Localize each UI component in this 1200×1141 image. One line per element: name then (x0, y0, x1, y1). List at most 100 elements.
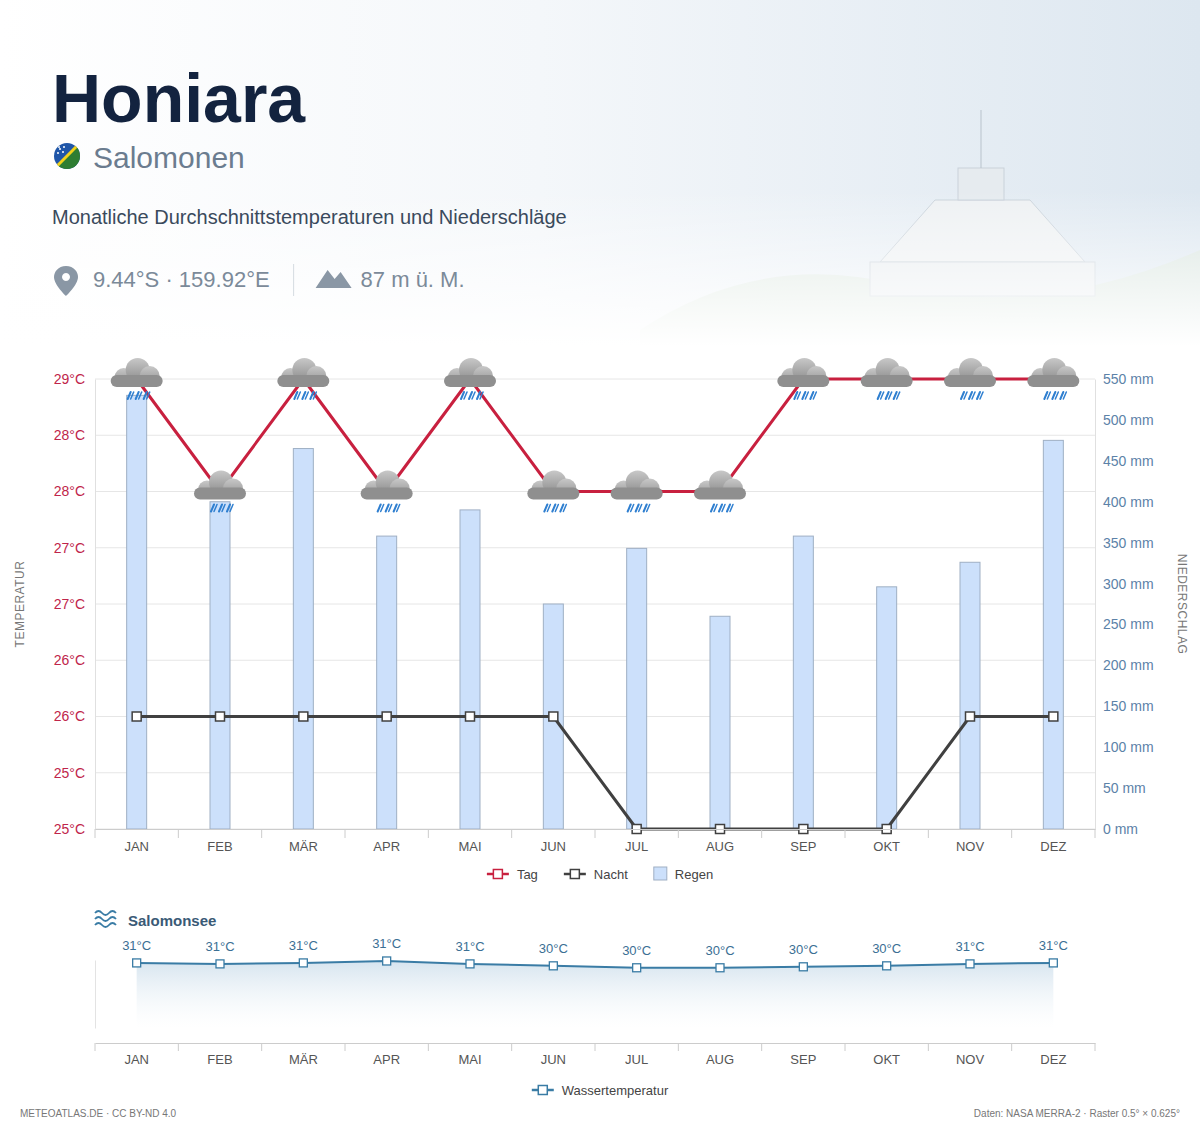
x-separator (345, 829, 346, 838)
weather-icon (277, 358, 329, 399)
x-separator (678, 1043, 679, 1051)
bar (960, 562, 980, 829)
marker (216, 712, 225, 721)
bar (460, 510, 480, 829)
marker (299, 959, 307, 967)
x-axis-tick-label: APR (373, 1052, 400, 1067)
x-separator (595, 829, 596, 838)
y-axis-tick-label: 27°C (54, 596, 85, 612)
x-axis-tick: APR (373, 1043, 400, 1067)
x-separator (761, 1043, 762, 1051)
y-axis-tick-label: 27°C (54, 540, 85, 556)
x-axis-tick-label: NOV (956, 839, 985, 854)
section-title: Salomonsee (128, 912, 216, 929)
plot-area (133, 957, 1058, 1028)
x-axis-tick: JAN (124, 1043, 149, 1067)
marker (299, 712, 308, 721)
x-separator (845, 1043, 846, 1051)
x-axis-tick: APR (373, 829, 400, 854)
x-axis-tick: JUL (625, 1043, 648, 1067)
data-label: 31°C (289, 938, 318, 953)
data-label: 31°C (1039, 938, 1068, 953)
grid-line (95, 435, 1095, 436)
x-axis-tick: DEZ (1040, 829, 1066, 854)
weather-icon (777, 358, 829, 399)
y-axis-tick: 27°C (54, 540, 95, 556)
x-separator (345, 1043, 346, 1051)
y2-axis-tick: 100 mm (1095, 739, 1154, 755)
fade (0, 0, 1200, 346)
y2-axis-tick-label: 300 mm (1103, 576, 1154, 592)
data-label: 30°C (539, 941, 568, 956)
x-axis-tick-label: FEB (207, 839, 232, 854)
data-label: 31°C (455, 939, 484, 954)
y-axis-tick: 29°C (54, 371, 95, 387)
y-axis-tick: 27°C (54, 596, 95, 612)
title: Honiara (52, 60, 306, 136)
x-separator (428, 829, 429, 838)
x-axis-tick-label: JAN (124, 839, 149, 854)
data-label: 30°C (622, 943, 651, 958)
marker (216, 960, 224, 968)
x-separator (261, 829, 262, 838)
bar (293, 449, 313, 829)
x-separator (1011, 829, 1012, 838)
legend-item: Tag (487, 867, 538, 882)
footer-left: METEOATLAS.DE · CC BY-ND 4.0 (20, 1108, 177, 1119)
marker (133, 959, 141, 967)
marker (549, 962, 557, 970)
y-axis-tick: 26°C (54, 652, 95, 668)
coordinates: 9.44°S · 159.92°E (93, 267, 270, 292)
y-axis-tick: 28°C (54, 483, 95, 499)
mountain-icon (316, 270, 352, 288)
data-label: 30°C (789, 942, 818, 957)
pin-icon (54, 266, 78, 296)
y-axis (95, 961, 96, 1029)
y2-axis-tick: 500 mm (1095, 412, 1154, 428)
weather-icon (194, 471, 246, 512)
x-separators (95, 1043, 1095, 1051)
line (137, 379, 1054, 492)
data-labels: 31°C31°C31°C31°C31°C30°C30°C30°C30°C30°C… (122, 936, 1068, 958)
y-axis-tick-label: 28°C (54, 427, 85, 443)
x-axis-tick: MÄR (289, 829, 318, 854)
x-axis-tick-label: NOV (956, 1052, 985, 1067)
weather-icon (944, 358, 996, 399)
x-axis-tick: JUL (625, 829, 648, 854)
weather-icon (1027, 358, 1079, 399)
x-separator (1095, 829, 1096, 838)
bar (377, 536, 397, 829)
grid (95, 379, 1095, 829)
marker (466, 960, 474, 968)
weather-icon (111, 358, 163, 399)
x-separator (761, 829, 762, 838)
data-label: 31°C (955, 939, 984, 954)
x-separator (178, 1043, 179, 1051)
x-axis-tick: FEB (207, 829, 232, 854)
x-separator (95, 1043, 96, 1051)
legend-label: Regen (675, 867, 713, 882)
y-axis-tick-label: 26°C (54, 652, 85, 668)
x-separator (845, 829, 846, 838)
y-axis-line (95, 380, 96, 830)
y-axis-line (95, 961, 96, 1029)
x-separator (928, 1043, 929, 1051)
marker (382, 712, 391, 721)
sky (0, 0, 1200, 345)
x-axis-tick-label: MAI (458, 1052, 481, 1067)
x-axis-tick: NOV (956, 829, 985, 854)
x-separator (428, 1043, 429, 1051)
marker (633, 964, 641, 972)
bar (627, 548, 647, 829)
y-axis-tick: 26°C (54, 708, 95, 724)
area (137, 961, 1054, 1028)
y2-axis-tick-label: 500 mm (1103, 412, 1154, 428)
elevation: 87 m ü. M. (361, 267, 465, 292)
y2-axis-tick: 200 mm (1095, 657, 1154, 673)
legend: Wassertemperatur (532, 1083, 669, 1098)
bar (710, 616, 730, 829)
y2-axis-tick: 550 mm (1095, 371, 1154, 387)
x-axis-tick-label: OKT (873, 1052, 900, 1067)
x-axis-tick: NOV (956, 1043, 985, 1067)
y-axis-tick-label: 25°C (54, 765, 85, 781)
